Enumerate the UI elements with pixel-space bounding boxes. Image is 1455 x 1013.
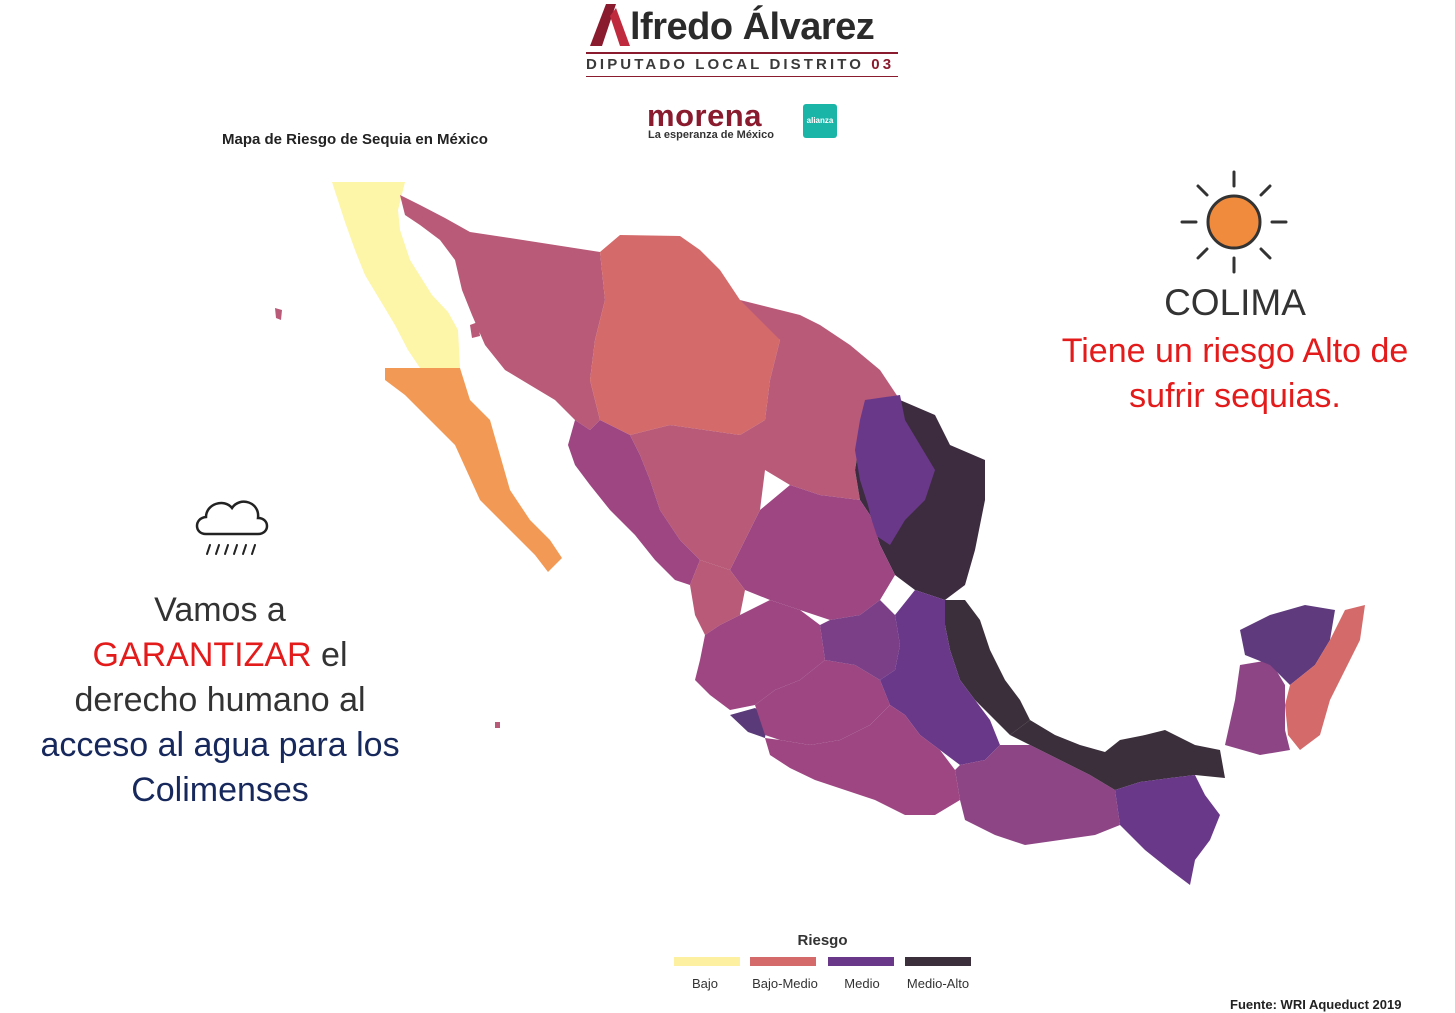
region-sonora — [400, 195, 605, 430]
region-quintana-roo — [1285, 605, 1365, 750]
party-tagline: La esperanza de México — [648, 129, 774, 141]
rain-cloud-icon — [195, 500, 269, 555]
campaign-line4: acceso al agua para los — [40, 726, 400, 764]
region-chiapas — [1115, 775, 1220, 885]
party-name: morena — [647, 98, 762, 133]
legend-label-bajo: Bajo — [691, 976, 719, 991]
risk-message-line1: Tiene un riesgo Alto de — [1061, 332, 1409, 370]
legend-swatch-bajo — [674, 957, 740, 966]
party-logo: morena La esperanza de México alianza — [647, 98, 847, 144]
region-guerrero — [765, 705, 960, 815]
legend-swatch-medio — [828, 957, 894, 966]
region-michoacan — [755, 660, 890, 745]
region-durango — [630, 420, 765, 570]
legend-label-bajo-medio: Bajo-Medio — [752, 976, 818, 991]
brand-header: lfredo Álvarez DIPUTADO LOCAL DISTRITO 0… — [586, 0, 906, 80]
campaign-line1: Vamos a — [154, 591, 286, 629]
map-legend: Riesgo Bajo Bajo-Medio Medio Medio-Alto — [670, 930, 980, 1000]
campaign-message: Vamos a GARANTIZAR el derecho humano al … — [10, 588, 430, 813]
brand-role-text: DIPUTADO LOCAL DISTRITO — [586, 56, 872, 73]
legend-label-medio-alto: Medio-Alto — [906, 976, 970, 991]
region-veracruz-north — [945, 600, 1030, 735]
sun-icon — [1180, 170, 1288, 274]
brand-logo-icon — [590, 4, 630, 46]
region-puebla — [880, 590, 1000, 765]
map-title: Mapa de Riesgo de Sequia en México — [222, 131, 488, 148]
mexico-drought-map — [275, 182, 1365, 885]
region-yucatan — [1240, 605, 1335, 685]
campaign-line2-rest: el — [311, 636, 348, 674]
campaign-emphasis: GARANTIZAR — [92, 636, 312, 674]
legend-swatch-medio-alto — [905, 957, 971, 966]
region-nayarit — [690, 560, 745, 635]
region-zacatecas — [730, 485, 895, 620]
region-jalisco — [695, 600, 825, 710]
brand-role: DIPUTADO LOCAL DISTRITO 03 — [586, 56, 894, 73]
region-guanajuato — [820, 600, 900, 680]
map-source: Fuente: WRI Aqueduct 2019 — [1230, 997, 1402, 1012]
legend-title: Riesgo — [797, 932, 848, 949]
brand-name: lfredo Álvarez — [630, 6, 875, 48]
state-name: COLIMA — [1164, 282, 1306, 323]
region-baja-california — [332, 182, 460, 368]
region-oaxaca — [955, 745, 1120, 845]
campaign-line3: derecho humano al — [74, 681, 366, 719]
brand-divider — [586, 52, 898, 54]
region-coahuila — [740, 300, 900, 500]
region-chihuahua — [590, 235, 780, 435]
legend-swatch-bajo-medio — [750, 957, 816, 966]
region-sinaloa — [568, 420, 700, 585]
region-baja-california-sur — [385, 368, 562, 572]
brand-divider-bottom — [586, 76, 898, 77]
region-veracruz-south — [1010, 720, 1225, 790]
brand-role-number: 03 — [871, 56, 895, 73]
alliance-logo: alianza — [803, 104, 837, 138]
region-campeche — [1225, 660, 1290, 755]
campaign-line5: Colimenses — [131, 771, 309, 809]
risk-message-line2: sufrir sequias. — [1129, 377, 1341, 415]
risk-message: Tiene un riesgo Alto de sufrir sequias. — [1040, 329, 1430, 419]
region-nuevo-leon — [855, 395, 935, 545]
campaign-line2: GARANTIZAR el — [10, 633, 430, 678]
legend-label-medio: Medio — [844, 976, 880, 991]
